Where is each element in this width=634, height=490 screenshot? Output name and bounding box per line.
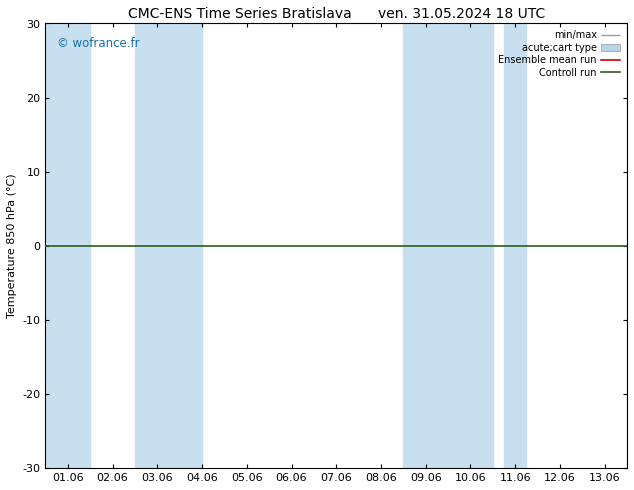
Bar [135, 24, 202, 468]
Bar [504, 24, 526, 468]
Bar [627, 24, 634, 468]
Bar [403, 24, 493, 468]
Bar [46, 24, 90, 468]
Y-axis label: Temperature 850 hPa (°C): Temperature 850 hPa (°C) [7, 173, 17, 318]
Title: CMC-ENS Time Series Bratislava      ven. 31.05.2024 18 UTC: CMC-ENS Time Series Bratislava ven. 31.0… [127, 7, 545, 21]
Text: © wofrance.fr: © wofrance.fr [57, 37, 139, 50]
Legend: min/max, acute;cart type, Ensemble mean run, Controll run: min/max, acute;cart type, Ensemble mean … [496, 28, 622, 79]
